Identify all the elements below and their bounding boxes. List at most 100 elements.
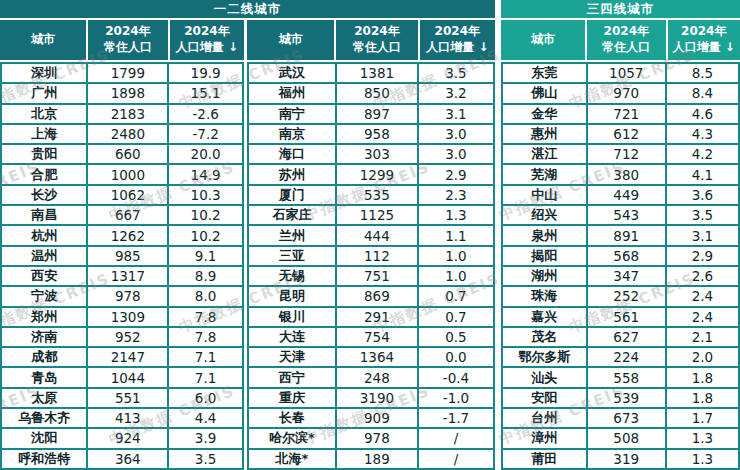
city-cell: 莆田 [503, 450, 588, 468]
city-cell: 兰州 [249, 226, 337, 244]
population-cell: 751 [337, 267, 419, 285]
table-row: 安阳5391.8 [503, 389, 738, 409]
table-row: 揭阳5682.9 [503, 247, 738, 267]
population-cell: 2183 [88, 105, 169, 123]
growth-cell: 1.3 [667, 429, 738, 447]
table-row: 呼和浩特3643.5 [2, 450, 242, 468]
city-cell: 哈尔滨* [249, 429, 337, 447]
table-body: 东莞10578.5佛山9708.4金华7214.6惠州6124.3湛江7124.… [501, 62, 740, 470]
growth-cell: 1.8 [667, 368, 738, 386]
growth-cell: 7.1 [169, 368, 242, 386]
city-cell: 芜湖 [503, 165, 588, 183]
growth-cell: 4.4 [169, 409, 242, 427]
table-row: 南京9583.0 [249, 125, 493, 145]
city-cell: 青岛 [2, 368, 88, 386]
population-cell: 561 [588, 308, 667, 326]
table-row: 成都21477.1 [2, 348, 242, 368]
population-cell: 1125 [337, 206, 419, 224]
growth-cell: 3.5 [169, 450, 242, 468]
city-cell: 石家庄 [249, 206, 337, 224]
population-cell: 978 [88, 287, 169, 305]
table-row: 芜湖3804.1 [503, 165, 738, 185]
growth-cell: 3.6 [667, 186, 738, 204]
city-cell: 成都 [2, 348, 88, 366]
table-row: 宁波9788.0 [2, 287, 242, 307]
growth-cell: 2.3 [419, 186, 493, 204]
population-cell: 189 [337, 450, 419, 468]
population-cell: 248 [337, 368, 419, 386]
population-cell: 2480 [88, 125, 169, 143]
table-row: 重庆3190-1.0 [249, 389, 493, 409]
growth-cell: 10.2 [169, 226, 242, 244]
table-row: 杭州126210.2 [2, 226, 242, 246]
table-row: 深圳179919.9 [2, 64, 242, 84]
city-cell: 鄂尔多斯 [503, 348, 588, 366]
population-cell: 535 [337, 186, 419, 204]
sort-desc-icon: ↓ [228, 40, 238, 54]
growth-cell: 8.9 [169, 267, 242, 285]
population-cell: 380 [588, 165, 667, 183]
growth-cell: 1.7 [667, 409, 738, 427]
city-cell: 苏州 [249, 165, 337, 183]
population-cell: 627 [588, 328, 667, 346]
tier12-table-right: 城市 2024年 常住人口 2024年 人口增量 ↓ 武汉13813.5福州85… [247, 20, 495, 470]
growth-cell: 2.4 [667, 287, 738, 305]
city-cell: 郑州 [2, 308, 88, 326]
city-cell: 贵阳 [2, 145, 88, 163]
table-row: 合肥100014.9 [2, 165, 242, 185]
table-row: 长沙106210.3 [2, 186, 242, 206]
table-row: 银川2910.7 [249, 308, 493, 328]
growth-cell: 19.9 [169, 64, 242, 82]
city-cell: 南昌 [2, 206, 88, 224]
tier34-title: 三四线城市 [501, 0, 740, 18]
population-cell: 1898 [88, 84, 169, 102]
population-cell: 1062 [88, 186, 169, 204]
city-cell: 呼和浩特 [2, 450, 88, 468]
growth-column-header[interactable]: 2024年 人口增量 ↓ [170, 20, 244, 60]
population-cell: 909 [337, 409, 419, 427]
population-cell: 539 [588, 389, 667, 407]
population-cell: 897 [337, 105, 419, 123]
growth-cell: 0.7 [419, 287, 493, 305]
population-cell: 2147 [88, 348, 169, 366]
growth-column-header[interactable]: 2024年 人口增量 ↓ [668, 20, 740, 60]
table-row: 西安13178.9 [2, 267, 242, 287]
growth-cell: 7.1 [169, 348, 242, 366]
table-row: 兰州4441.1 [249, 226, 493, 246]
city-cell: 茂名 [503, 328, 588, 346]
population-cell: 1381 [337, 64, 419, 82]
table-row: 苏州12992.9 [249, 165, 493, 185]
city-cell: 无锡 [249, 267, 337, 285]
growth-cell: 4.6 [667, 105, 738, 123]
table-row: 温州9859.1 [2, 247, 242, 267]
growth-cell: 4.2 [667, 145, 738, 163]
tier12-title: 一二线城市 [0, 0, 495, 18]
table-row: 台州6731.7 [503, 409, 738, 429]
city-cell: 湛江 [503, 145, 588, 163]
table-row: 北京2183-2.6 [2, 105, 242, 125]
city-cell: 宁波 [2, 287, 88, 305]
population-cell: 1044 [88, 368, 169, 386]
growth-cell: 4.1 [667, 165, 738, 183]
growth-cell: 2.0 [667, 348, 738, 366]
growth-cell: 1.1 [419, 226, 493, 244]
population-cell: 1364 [337, 348, 419, 366]
table-row: 哈尔滨*978/ [249, 429, 493, 449]
table-row: 青岛10447.1 [2, 368, 242, 388]
growth-cell: 1.3 [667, 450, 738, 468]
growth-cell: -7.2 [169, 125, 242, 143]
city-cell: 北京 [2, 105, 88, 123]
table-row: 长春909-1.7 [249, 409, 493, 429]
population-cell: 891 [588, 226, 667, 244]
growth-cell: 7.8 [169, 308, 242, 326]
population-cell: 754 [337, 328, 419, 346]
growth-cell: 1.0 [419, 247, 493, 265]
table-row: 茂名6272.1 [503, 328, 738, 348]
city-cell: 乌鲁木齐 [2, 409, 88, 427]
growth-cell: 4.3 [667, 125, 738, 143]
city-cell: 海口 [249, 145, 337, 163]
table-row: 郑州13097.8 [2, 308, 242, 328]
city-cell: 佛山 [503, 84, 588, 102]
table-row: 广州189815.1 [2, 84, 242, 104]
growth-column-header[interactable]: 2024年 人口增量 ↓ [420, 20, 495, 60]
